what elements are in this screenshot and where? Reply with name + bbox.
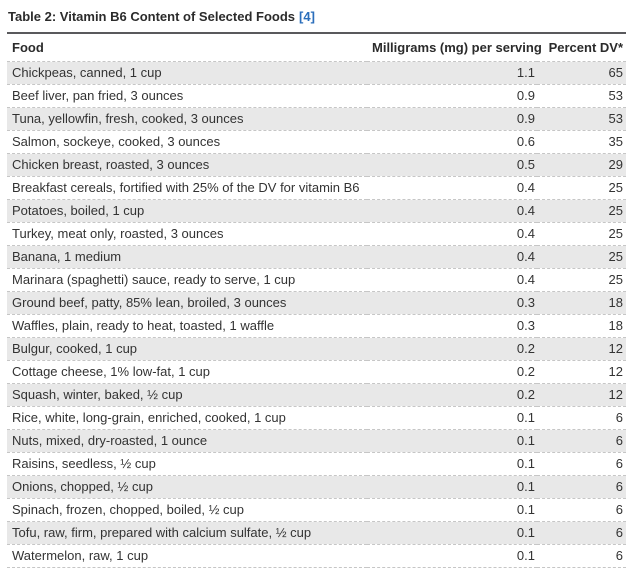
vitamin-b6-table: Food Milligrams (mg) per serving Percent… <box>7 34 626 568</box>
table-row: Marinara (spaghetti) sauce, ready to ser… <box>7 268 626 292</box>
percent-dv-cell: 12 <box>537 337 626 361</box>
milligrams-cell: 0.2 <box>367 360 537 384</box>
percent-dv-cell: 6 <box>537 521 626 545</box>
food-cell: Chickpeas, canned, 1 cup <box>7 61 367 85</box>
table-row: Tuna, yellowfin, fresh, cooked, 3 ounces… <box>7 107 626 131</box>
food-cell: Breakfast cereals, fortified with 25% of… <box>7 176 367 200</box>
percent-dv-cell: 6 <box>537 452 626 476</box>
table-row: Salmon, sockeye, cooked, 3 ounces 0.6 35 <box>7 130 626 154</box>
food-cell: Tofu, raw, firm, prepared with calcium s… <box>7 521 367 545</box>
column-header-food: Food <box>7 34 367 62</box>
food-cell: Nuts, mixed, dry-roasted, 1 ounce <box>7 429 367 453</box>
food-cell: Salmon, sockeye, cooked, 3 ounces <box>7 130 367 154</box>
food-cell: Turkey, meat only, roasted, 3 ounces <box>7 222 367 246</box>
percent-dv-cell: 25 <box>537 199 626 223</box>
milligrams-cell: 0.1 <box>367 521 537 545</box>
food-cell: Watermelon, raw, 1 cup <box>7 544 367 568</box>
food-cell: Potatoes, boiled, 1 cup <box>7 199 367 223</box>
milligrams-cell: 0.2 <box>367 337 537 361</box>
milligrams-cell: 0.5 <box>367 153 537 177</box>
table-row: Breakfast cereals, fortified with 25% of… <box>7 176 626 200</box>
milligrams-cell: 1.1 <box>367 61 537 85</box>
food-cell: Onions, chopped, ½ cup <box>7 475 367 499</box>
table-row: Cottage cheese, 1% low-fat, 1 cup 0.2 12 <box>7 360 626 384</box>
percent-dv-cell: 6 <box>537 498 626 522</box>
food-cell: Tuna, yellowfin, fresh, cooked, 3 ounces <box>7 107 367 131</box>
percent-dv-cell: 6 <box>537 475 626 499</box>
milligrams-cell: 0.3 <box>367 314 537 338</box>
milligrams-cell: 0.3 <box>367 291 537 315</box>
table-row: Onions, chopped, ½ cup 0.1 6 <box>7 475 626 499</box>
food-cell: Chicken breast, roasted, 3 ounces <box>7 153 367 177</box>
milligrams-cell: 0.4 <box>367 245 537 269</box>
reference-link[interactable]: [4] <box>299 9 315 24</box>
table-row: Raisins, seedless, ½ cup 0.1 6 <box>7 452 626 476</box>
food-cell: Ground beef, patty, 85% lean, broiled, 3… <box>7 291 367 315</box>
percent-dv-cell: 6 <box>537 406 626 430</box>
column-header-percent-dv: Percent DV* <box>537 34 626 62</box>
food-cell: Waffles, plain, ready to heat, toasted, … <box>7 314 367 338</box>
food-cell: Banana, 1 medium <box>7 245 367 269</box>
percent-dv-cell: 18 <box>537 291 626 315</box>
table-row: Beef liver, pan fried, 3 ounces 0.9 53 <box>7 84 626 108</box>
table-row: Banana, 1 medium 0.4 25 <box>7 245 626 269</box>
food-cell: Marinara (spaghetti) sauce, ready to ser… <box>7 268 367 292</box>
table-row: Squash, winter, baked, ½ cup 0.2 12 <box>7 383 626 407</box>
percent-dv-cell: 25 <box>537 245 626 269</box>
milligrams-cell: 0.4 <box>367 199 537 223</box>
food-cell: Squash, winter, baked, ½ cup <box>7 383 367 407</box>
percent-dv-cell: 35 <box>537 130 626 154</box>
food-cell: Spinach, frozen, chopped, boiled, ½ cup <box>7 498 367 522</box>
table-caption: Table 2: Vitamin B6 Content of Selected … <box>7 5 626 34</box>
milligrams-cell: 0.1 <box>367 498 537 522</box>
food-cell: Bulgur, cooked, 1 cup <box>7 337 367 361</box>
percent-dv-cell: 53 <box>537 107 626 131</box>
food-cell: Beef liver, pan fried, 3 ounces <box>7 84 367 108</box>
percent-dv-cell: 29 <box>537 153 626 177</box>
milligrams-cell: 0.1 <box>367 406 537 430</box>
milligrams-cell: 0.1 <box>367 452 537 476</box>
table-row: Watermelon, raw, 1 cup 0.1 6 <box>7 544 626 568</box>
milligrams-cell: 0.9 <box>367 107 537 131</box>
table-body: Chickpeas, canned, 1 cup 1.1 65 Beef liver,… <box>7 61 626 568</box>
percent-dv-cell: 53 <box>537 84 626 108</box>
percent-dv-cell: 25 <box>537 222 626 246</box>
table-row: Tofu, raw, firm, prepared with calcium s… <box>7 521 626 545</box>
percent-dv-cell: 25 <box>537 176 626 200</box>
milligrams-cell: 0.9 <box>367 84 537 108</box>
table-row: Turkey, meat only, roasted, 3 ounces 0.4 2… <box>7 222 626 246</box>
milligrams-cell: 0.1 <box>367 429 537 453</box>
percent-dv-cell: 18 <box>537 314 626 338</box>
percent-dv-cell: 6 <box>537 429 626 453</box>
milligrams-cell: 0.4 <box>367 268 537 292</box>
table-row: Waffles, plain, ready to heat, toasted, … <box>7 314 626 338</box>
percent-dv-cell: 65 <box>537 61 626 85</box>
table-title: Table 2: Vitamin B6 Content of Selected … <box>8 9 296 24</box>
table-row: Spinach, frozen, chopped, boiled, ½ cup 0… <box>7 498 626 522</box>
milligrams-cell: 0.4 <box>367 222 537 246</box>
milligrams-cell: 0.1 <box>367 544 537 568</box>
percent-dv-cell: 12 <box>537 383 626 407</box>
percent-dv-cell: 12 <box>537 360 626 384</box>
table-row: Chicken breast, roasted, 3 ounces 0.5 29 <box>7 153 626 177</box>
food-cell: Cottage cheese, 1% low-fat, 1 cup <box>7 360 367 384</box>
table-row: Ground beef, patty, 85% lean, broiled, 3… <box>7 291 626 315</box>
milligrams-cell: 0.2 <box>367 383 537 407</box>
milligrams-cell: 0.1 <box>367 475 537 499</box>
table-row: Bulgur, cooked, 1 cup 0.2 12 <box>7 337 626 361</box>
milligrams-cell: 0.4 <box>367 176 537 200</box>
table-row: Chickpeas, canned, 1 cup 1.1 65 <box>7 61 626 85</box>
table-row: Nuts, mixed, dry-roasted, 1 ounce 0.1 6 <box>7 429 626 453</box>
food-cell: Rice, white, long-grain, enriched, cooke… <box>7 406 367 430</box>
table-header-row: Food Milligrams (mg) per serving Percent… <box>7 34 626 62</box>
column-header-milligrams: Milligrams (mg) per serving <box>367 34 542 62</box>
table-row: Rice, white, long-grain, enriched, cooke… <box>7 406 626 430</box>
milligrams-cell: 0.6 <box>367 130 537 154</box>
table-row: Potatoes, boiled, 1 cup 0.4 25 <box>7 199 626 223</box>
food-cell: Raisins, seedless, ½ cup <box>7 452 367 476</box>
percent-dv-cell: 25 <box>537 268 626 292</box>
percent-dv-cell: 6 <box>537 544 626 568</box>
